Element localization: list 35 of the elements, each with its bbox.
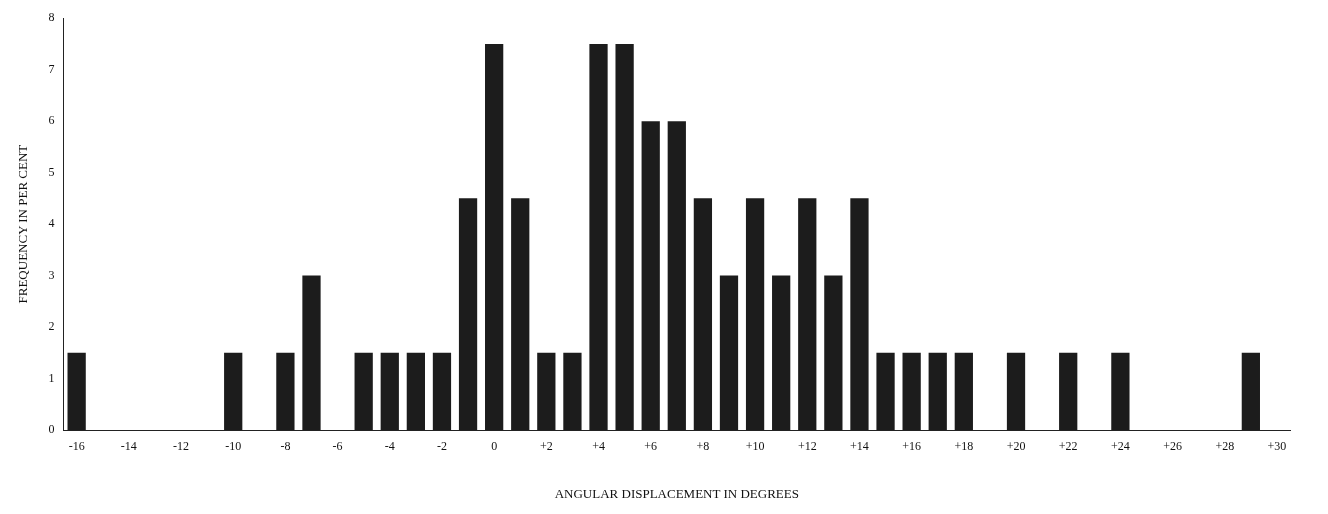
x-tick-label: +26 — [1163, 439, 1182, 454]
x-tick-label: +28 — [1215, 439, 1235, 454]
x-tick-label: +8 — [696, 439, 710, 454]
x-axis-title: ANGULAR DISPLACEMENT IN DEGREES — [554, 485, 799, 501]
y-tick-label: 0 — [48, 422, 55, 437]
y-tick-label: 3 — [48, 267, 55, 282]
x-tick-label: +16 — [902, 439, 922, 454]
x-tick-label: -4 — [384, 439, 395, 454]
x-tick-label: +24 — [1111, 439, 1130, 454]
y-tick-label: 5 — [48, 164, 55, 179]
y-tick-label: 8 — [48, 10, 55, 25]
x-tick-label: -10 — [225, 439, 242, 454]
x-tick-label: -14 — [120, 439, 137, 454]
y-tick-label: 7 — [48, 61, 55, 76]
x-tick-label: -12 — [173, 439, 190, 454]
y-tick-label: 2 — [48, 319, 55, 334]
y-axis-title: FREQUENCY IN PER CENT — [15, 144, 31, 304]
x-tick-label: +6 — [644, 439, 658, 454]
x-tick-label: 0 — [491, 439, 498, 454]
x-tick-label: +4 — [592, 439, 605, 454]
x-tick-label: +14 — [850, 439, 869, 454]
x-tick-label: -16 — [68, 439, 85, 454]
x-tick-label: -8 — [280, 439, 291, 454]
x-tick-label: +10 — [745, 439, 765, 454]
x-tick-label: +20 — [1006, 439, 1026, 454]
x-tick-label: +22 — [1058, 439, 1078, 454]
y-tick-label: 6 — [48, 113, 55, 128]
x-tick-label: +18 — [954, 439, 974, 454]
x-tick-label: +12 — [797, 439, 817, 454]
y-tick-label: 4 — [48, 216, 55, 231]
x-tick-label: -6 — [332, 439, 343, 454]
y-tick-label: 1 — [48, 370, 55, 385]
x-tick-label: -2 — [436, 439, 447, 454]
x-tick-label: +30 — [1267, 439, 1287, 454]
x-tick-label: +2 — [539, 439, 553, 454]
